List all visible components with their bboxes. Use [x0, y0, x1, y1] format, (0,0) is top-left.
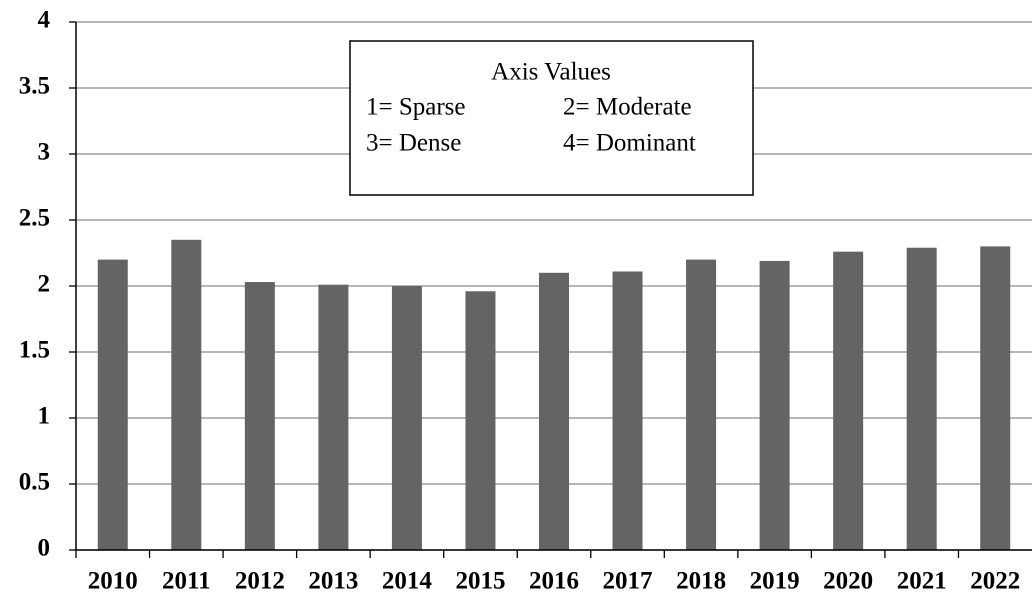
x-tick-label: 2020	[823, 568, 873, 595]
annotation-item: 2= Moderate	[563, 94, 692, 121]
x-tick-label: 2018	[676, 568, 726, 595]
bar	[244, 282, 275, 550]
x-tick-label: 2019	[750, 568, 800, 595]
x-tick-label: 2017	[603, 568, 653, 595]
y-tick-label: 1	[38, 403, 51, 430]
bar	[906, 247, 937, 550]
bar	[391, 286, 422, 550]
y-tick-label: 2.5	[19, 205, 50, 232]
y-tick-label: 4	[38, 7, 51, 34]
bar	[539, 272, 569, 550]
annotation-box	[349, 40, 754, 196]
y-tick-label: 1.5	[19, 337, 50, 364]
bar	[465, 291, 496, 550]
y-tick-label: 3	[38, 139, 51, 166]
y-tick-label: 2	[38, 271, 51, 298]
bar	[171, 239, 202, 551]
x-tick-label: 2012	[235, 568, 285, 595]
bar	[833, 251, 864, 550]
bar	[318, 284, 349, 550]
x-tick-label: 2021	[897, 568, 947, 595]
x-tick-label: 2014	[382, 568, 433, 595]
bar	[980, 246, 1011, 550]
y-tick-label: 3.5	[19, 73, 50, 100]
annotation-item: 3= Dense	[366, 130, 461, 157]
y-tick-label: 0	[38, 535, 51, 562]
x-tick-label: 2022	[970, 568, 1020, 595]
annotation-title: Axis Values	[491, 59, 611, 86]
y-tick-label: 0.5	[19, 469, 50, 496]
bar	[612, 271, 643, 550]
annotation-item: 1= Sparse	[366, 94, 466, 121]
x-tick-label: 2011	[162, 568, 211, 595]
bar	[759, 260, 790, 550]
bar	[97, 259, 128, 550]
x-tick-label: 2015	[455, 568, 505, 595]
bar	[686, 259, 717, 550]
annotation-item: 4= Dominant	[563, 130, 696, 157]
x-tick-label: 2010	[88, 568, 138, 595]
x-tick-label: 2016	[529, 568, 579, 595]
x-tick-label: 2013	[308, 568, 358, 595]
